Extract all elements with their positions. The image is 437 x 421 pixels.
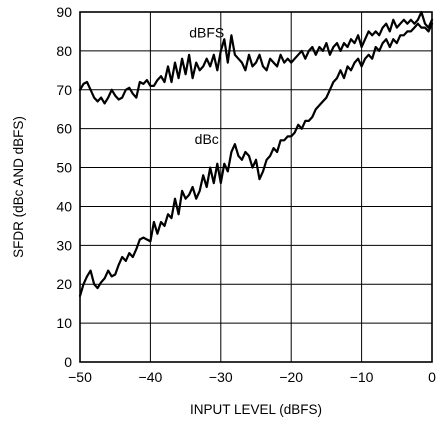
y-tick-label: 10 [56, 315, 72, 331]
series-line-dbc [78, 22, 434, 297]
y-tick-label: 70 [56, 82, 72, 98]
grid-lines [79, 11, 433, 363]
series-label-dbc: dBc [195, 131, 219, 147]
y-tick-label: 40 [56, 198, 72, 214]
x-axis-title: INPUT LEVEL (dBFS) [190, 402, 322, 417]
x-tick-label: 0 [428, 369, 436, 385]
x-tick-label: −40 [139, 369, 163, 385]
plot-frame [79, 11, 433, 363]
series-label-dbfs: dBFS [189, 24, 224, 40]
series-lines [78, 10, 434, 297]
x-tick-label: −30 [209, 369, 233, 385]
y-tick-label: 0 [64, 354, 72, 370]
y-tick-label: 90 [56, 4, 72, 20]
y-tick-label: 50 [56, 160, 72, 176]
series-line-dbfs [78, 10, 434, 105]
y-tick-label: 60 [56, 121, 72, 137]
y-tick-label: 30 [56, 237, 72, 253]
x-tick-label: −50 [68, 369, 92, 385]
y-tick-label: 80 [56, 43, 72, 59]
x-tick-label: −10 [350, 369, 374, 385]
tick-labels: −50 −40 −30 −20 −10 0 0 10 20 30 40 50 60 70 80 90 [56, 4, 436, 385]
y-axis-title: SFDR (dBc AND dBFS) [11, 116, 26, 258]
x-tick-label: −20 [279, 369, 303, 385]
y-tick-label: 20 [56, 276, 72, 292]
